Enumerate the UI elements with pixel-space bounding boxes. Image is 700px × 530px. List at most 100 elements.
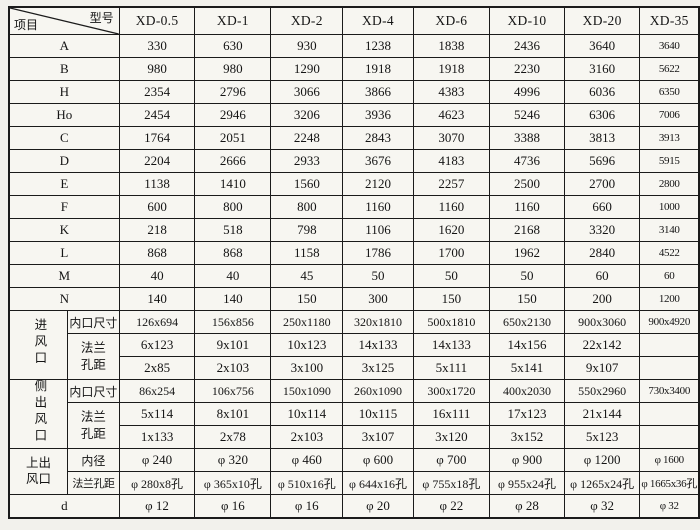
value-cell: 21x144 (563, 402, 641, 426)
value-cell: φ 1200 (563, 448, 641, 472)
value-cell: 660 (563, 195, 641, 219)
value-cell: 1200 (639, 287, 700, 311)
sub-label-text: 法兰孔距 (80, 340, 106, 372)
value-cell: φ 320 (194, 448, 272, 472)
value-cell: 106x756 (194, 379, 272, 403)
value-cell: 330 (118, 34, 196, 58)
value-cell: 2666 (194, 149, 272, 173)
value-cell: 9x101 (194, 333, 272, 357)
value-cell: 40 (194, 264, 272, 288)
sub-label-flange-pitch: 法兰孔距 (67, 471, 120, 495)
value-cell (639, 402, 700, 426)
value-cell (639, 333, 700, 357)
value-cell: 1410 (194, 172, 272, 196)
value-cell: φ 600 (342, 448, 414, 472)
value-cell: 2x103 (194, 356, 272, 380)
value-cell: 6036 (563, 80, 641, 104)
value-cell: 2x103 (270, 425, 344, 449)
value-cell: 10x115 (342, 402, 414, 426)
table-row: N 140 140 150 300 150 150 200 1200 (8, 287, 700, 311)
model-header: XD-35 (639, 6, 700, 35)
value-cell: 3913 (639, 126, 700, 150)
value-cell: 1000 (639, 195, 700, 219)
value-cell: 2230 (489, 57, 565, 81)
value-cell: 60 (563, 264, 641, 288)
value-cell: 5x123 (563, 425, 641, 449)
value-cell: 1160 (489, 195, 565, 219)
value-cell: 2051 (194, 126, 272, 150)
value-cell: φ 16 (270, 494, 344, 519)
value-cell: 1786 (342, 241, 414, 265)
value-cell: 518 (194, 218, 272, 242)
value-cell: 3388 (489, 126, 565, 150)
value-cell: 4183 (412, 149, 491, 173)
value-cell: 1290 (270, 57, 344, 81)
table-row: C 1764 2051 2248 2843 3070 3388 3813 391… (8, 126, 700, 150)
item-label: B (8, 57, 120, 81)
value-cell: φ 900 (489, 448, 565, 472)
table-row: 法兰孔距 φ 280x8孔 φ 365x10孔 φ 510x16孔 φ 644x… (9, 471, 700, 495)
table-row: F 600 800 800 1160 1160 1160 660 1000 (8, 195, 700, 219)
sub-label-inner-size: 内口尺寸 (67, 310, 120, 334)
value-cell: 3866 (342, 80, 414, 104)
value-cell: 400x2030 (489, 379, 565, 403)
value-cell: 9x107 (563, 356, 641, 380)
value-cell: 1160 (342, 195, 414, 219)
value-cell: 6350 (639, 80, 700, 104)
value-cell: 2840 (563, 241, 641, 265)
value-cell: 8x101 (194, 402, 272, 426)
value-cell: 10x123 (270, 333, 344, 357)
item-label: F (8, 195, 120, 219)
value-cell: 4522 (639, 241, 700, 265)
value-cell: 980 (118, 57, 196, 81)
value-cell: 798 (270, 218, 344, 242)
value-cell: 500x1810 (412, 310, 491, 334)
table-row: E 1138 1410 1560 2120 2257 2500 2700 280… (8, 172, 700, 196)
value-cell: 2843 (342, 126, 414, 150)
value-cell: 4736 (489, 149, 565, 173)
sub-label-inner-size: 内口尺寸 (67, 379, 120, 403)
value-cell: 650x2130 (489, 310, 565, 334)
value-cell: 868 (118, 241, 196, 265)
value-cell: 3160 (563, 57, 641, 81)
value-cell: 900x4920 (639, 310, 700, 334)
value-cell: 4996 (489, 80, 565, 104)
value-cell: 14x133 (342, 333, 414, 357)
value-cell: 5x141 (489, 356, 565, 380)
model-header: XD-2 (270, 6, 344, 35)
value-cell: 1106 (342, 218, 414, 242)
value-cell: 300 (342, 287, 414, 311)
value-cell: 22x142 (563, 333, 641, 357)
corner-model-label: 型号 (89, 11, 114, 25)
value-cell: 5246 (489, 103, 565, 127)
item-label: Ho (8, 103, 120, 127)
table-row: 法兰孔距 6x123 9x101 10x123 14x133 14x133 14… (9, 333, 700, 380)
value-cell: 2204 (118, 149, 196, 173)
value-cell: 50 (489, 264, 565, 288)
sub-label-inner-diameter: 内径 (67, 448, 120, 472)
value-cell: 150 (412, 287, 491, 311)
table-row: 法兰孔距 5x114 8x101 10x114 10x115 16x111 17… (9, 402, 700, 449)
value-cell: 156x856 (194, 310, 272, 334)
value-cell: φ 28 (489, 494, 565, 519)
spec-sheet: 型号 项目 XD-0.5 XD-1 XD-2 XD-4 XD-6 XD-10 X… (8, 6, 700, 519)
value-cell: 2454 (118, 103, 196, 127)
item-label: C (8, 126, 120, 150)
group-label-inlet: 进风口 (8, 310, 68, 380)
value-cell: 1918 (412, 57, 491, 81)
value-cell: 800 (270, 195, 344, 219)
value-cell: 300x1720 (412, 379, 491, 403)
value-cell: 3x152 (489, 425, 565, 449)
value-cell: 730x3400 (639, 379, 700, 403)
value-cell: φ 644x16孔 (342, 471, 414, 495)
value-cell: φ 22 (412, 494, 491, 519)
model-header: XD-6 (412, 6, 491, 35)
value-cell: φ 700 (412, 448, 491, 472)
value-cell: 40 (118, 264, 196, 288)
value-cell: 140 (194, 287, 272, 311)
value-cell: 140 (118, 287, 196, 311)
value-cell: 5x111 (412, 356, 491, 380)
value-cell: 150 (489, 287, 565, 311)
value-cell: 17x123 (489, 402, 565, 426)
model-header: XD-4 (342, 6, 414, 35)
